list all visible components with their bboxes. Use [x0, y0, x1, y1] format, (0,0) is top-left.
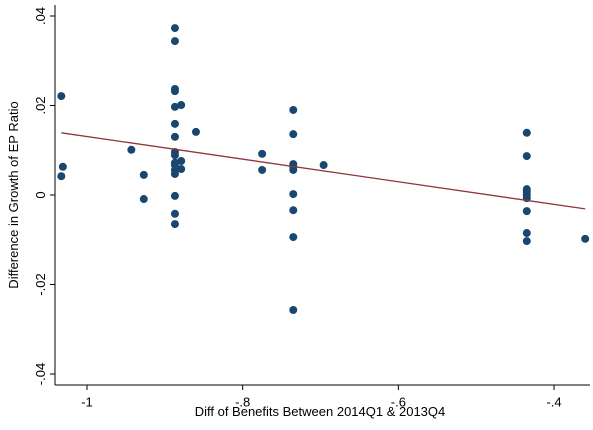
point	[522, 229, 531, 238]
point	[170, 191, 179, 200]
x-tick-label: -.6	[391, 394, 406, 409]
point	[581, 234, 590, 243]
point	[170, 220, 179, 229]
point	[139, 195, 148, 204]
point	[170, 132, 179, 141]
point	[58, 162, 67, 171]
y-tick-label: -.04	[33, 363, 48, 385]
point	[57, 172, 66, 181]
point	[289, 165, 298, 174]
point	[127, 145, 136, 154]
point	[191, 127, 200, 136]
point	[177, 165, 186, 174]
x-axis-title: Diff of Benefits Between 2014Q1 & 2013Q4	[195, 404, 446, 419]
point	[57, 92, 66, 101]
point	[258, 149, 267, 158]
point	[139, 170, 148, 179]
point	[177, 156, 186, 165]
point	[170, 151, 179, 160]
point	[170, 87, 179, 96]
point	[319, 161, 328, 170]
point	[289, 306, 298, 315]
point	[522, 128, 531, 137]
point	[522, 237, 531, 246]
point	[522, 152, 531, 161]
y-axis-title: Difference in Growth of EP Ratio	[6, 101, 21, 288]
x-tick-label: -.8	[235, 394, 250, 409]
y-tick-label: .04	[33, 7, 48, 25]
point	[522, 207, 531, 216]
x-tick-label: -1	[81, 394, 93, 409]
point	[177, 101, 186, 110]
point	[170, 209, 179, 218]
fit-line	[61, 132, 586, 210]
point	[170, 37, 179, 46]
point	[289, 206, 298, 215]
x-tick-label: -.4	[546, 394, 561, 409]
y-tick-label: .02	[33, 96, 48, 114]
y-tick-label: 0	[33, 191, 48, 198]
point	[170, 119, 179, 128]
point	[289, 233, 298, 242]
point	[289, 190, 298, 199]
point	[289, 130, 298, 139]
point	[170, 102, 179, 111]
point	[258, 165, 267, 174]
point	[289, 105, 298, 114]
point	[170, 169, 179, 178]
point	[170, 24, 179, 33]
y-tick-label: -.02	[33, 273, 48, 295]
